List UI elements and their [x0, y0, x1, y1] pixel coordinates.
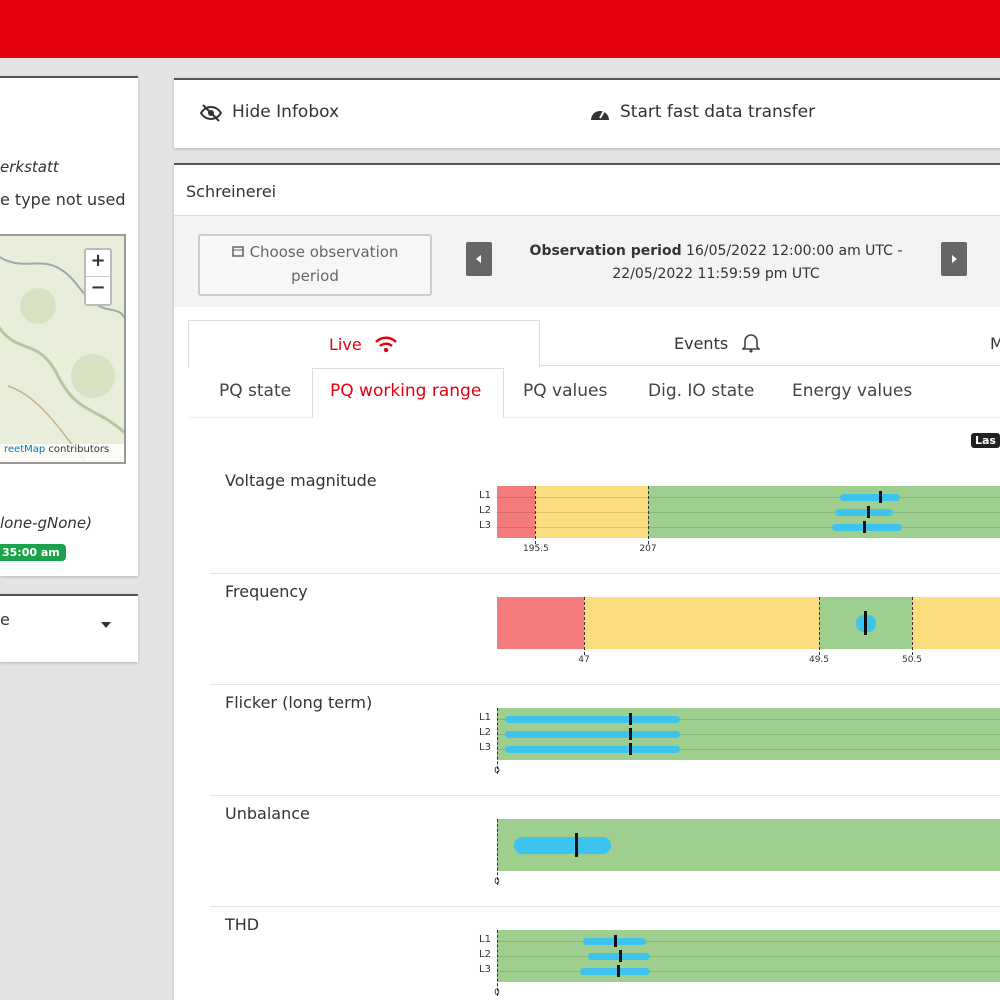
phase-label: L1	[479, 934, 491, 945]
mean-marker	[879, 491, 882, 503]
mean-marker	[863, 521, 866, 533]
row-divider	[210, 906, 1000, 907]
caret	[101, 622, 111, 628]
range-marker	[580, 968, 650, 975]
header-bar	[0, 0, 1000, 58]
phase-line	[497, 941, 1000, 942]
row-divider	[210, 795, 1000, 796]
working-range-chart: Voltage magnitude L1 L2 L3 195.5 207 Frequency…	[174, 165, 1000, 1000]
tick-label: 195.5	[523, 544, 547, 554]
map-attribution: reetMap contributors	[0, 444, 126, 462]
phase-line	[497, 971, 1000, 972]
location: erkstatt	[0, 158, 59, 176]
phase-label: L2	[479, 727, 491, 738]
limit-line	[819, 597, 820, 655]
mean-marker	[867, 506, 870, 518]
row-label: THD	[225, 915, 259, 934]
range-marker	[840, 494, 900, 501]
hide-infobox[interactable]: Hide Infobox	[232, 102, 339, 122]
eye-slash-icon	[200, 104, 222, 122]
main-panel: Schreinerei Choose observation period Ob…	[174, 163, 1000, 1000]
tick-label: 50.5	[900, 655, 924, 665]
group: lone-gNone)	[0, 514, 92, 532]
row-label: Frequency	[225, 582, 308, 601]
mean-marker	[619, 950, 622, 962]
phase-label: L2	[479, 505, 491, 516]
limit-line	[497, 708, 498, 774]
mean-marker	[629, 728, 632, 740]
fast-transfer[interactable]: Start fast data transfer	[620, 102, 815, 122]
range-marker	[835, 509, 893, 516]
row-label: Voltage magnitude	[225, 471, 377, 490]
row-divider	[210, 684, 1000, 685]
tick-label: 207	[636, 544, 660, 554]
gauge-icon	[589, 104, 611, 122]
limit-line	[584, 597, 585, 655]
zoom-out[interactable]: −	[86, 277, 110, 304]
phase-label: L3	[479, 964, 491, 975]
limit-line	[648, 486, 649, 544]
info-card: erkstatt e type not used + − reetMap con…	[0, 76, 138, 576]
mean-marker	[864, 611, 867, 635]
limit-line	[535, 486, 536, 544]
range-marker	[514, 837, 611, 854]
limit-line	[912, 597, 913, 655]
tick-label: 49.5	[807, 655, 831, 665]
phase-line	[497, 512, 1000, 513]
range-marker	[832, 524, 902, 531]
zoom-in[interactable]: +	[86, 250, 110, 277]
row-label: Unbalance	[225, 804, 310, 823]
range-segment	[584, 597, 819, 649]
select-card[interactable]: e	[0, 594, 138, 662]
limit-line	[497, 819, 498, 885]
range-segment	[912, 597, 1000, 649]
row-label: Flicker (long term)	[225, 693, 372, 712]
phase-line	[497, 956, 1000, 957]
mean-marker	[629, 743, 632, 755]
phase-label: L1	[479, 490, 491, 501]
mean-marker	[617, 965, 620, 977]
range-segment	[497, 597, 584, 649]
phase-label: L3	[479, 520, 491, 531]
device-type: e type not used	[0, 190, 126, 209]
toolbar: Hide Infobox Start fast data transfer	[174, 78, 1000, 148]
attribution-text: contributors	[48, 444, 109, 455]
tick-label: 0	[485, 766, 509, 776]
select-label: e	[0, 610, 10, 629]
time-badge: 35:00 am	[0, 544, 66, 561]
zoom-control: + −	[84, 248, 112, 306]
mean-marker	[575, 833, 578, 857]
range-marker	[505, 731, 680, 738]
tick-label: 47	[572, 655, 596, 665]
tick-label: 0	[485, 988, 509, 998]
map[interactable]: + − reetMap contributors	[0, 234, 126, 464]
row-divider	[210, 573, 1000, 574]
limit-line	[497, 930, 498, 996]
phase-line	[497, 527, 1000, 528]
range-marker	[505, 746, 680, 753]
tick-label: 0	[485, 877, 509, 887]
phase-label: L2	[479, 949, 491, 960]
mean-marker	[629, 713, 632, 725]
attribution-link[interactable]: reetMap	[4, 444, 45, 455]
phase-line	[497, 497, 1000, 498]
phase-label: L1	[479, 712, 491, 723]
range-marker	[505, 716, 680, 723]
phase-label: L3	[479, 742, 491, 753]
mean-marker	[614, 935, 617, 947]
